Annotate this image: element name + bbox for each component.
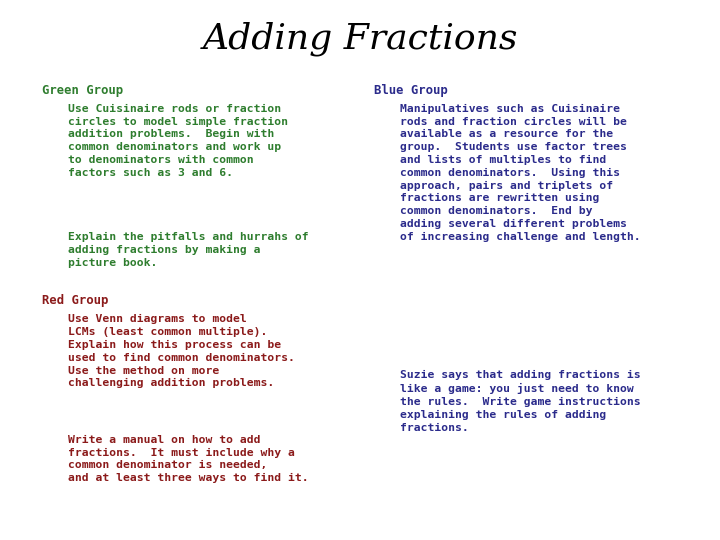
Text: Use Cuisinaire rods or fraction
circles to model simple fraction
addition proble: Use Cuisinaire rods or fraction circles … xyxy=(68,104,289,178)
Text: Use Venn diagrams to model
LCMs (least common multiple).
Explain how this proces: Use Venn diagrams to model LCMs (least c… xyxy=(68,314,295,388)
Text: Green Group: Green Group xyxy=(42,84,123,97)
Text: Adding Fractions: Adding Fractions xyxy=(202,22,518,56)
Text: Blue Group: Blue Group xyxy=(374,84,448,97)
Text: Manipulatives such as Cuisinaire
rods and fraction circles will be
available as : Manipulatives such as Cuisinaire rods an… xyxy=(400,104,640,242)
Text: Write a manual on how to add
fractions.  It must include why a
common denominato: Write a manual on how to add fractions. … xyxy=(68,435,309,483)
Text: Suzie says that adding fractions is
like a game: you just need to know
the rules: Suzie says that adding fractions is like… xyxy=(400,370,640,433)
Text: Red Group: Red Group xyxy=(42,294,108,307)
Text: Explain the pitfalls and hurrahs of
adding fractions by making a
picture book.: Explain the pitfalls and hurrahs of addi… xyxy=(68,232,309,268)
